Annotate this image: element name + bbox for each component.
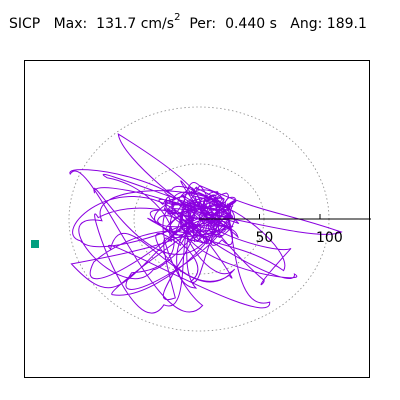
plot-header: SICP Max: 131.7 cm/s2 Per: 0.440 s Ang: … (9, 12, 367, 33)
particle-motion-trace (69, 133, 343, 314)
angle-label: Ang: (290, 16, 323, 32)
period-label: Per: (189, 16, 217, 32)
plot-canvas (68, 106, 371, 332)
angle-value: 189.1 (326, 16, 367, 32)
max-unit-exponent: 2 (174, 12, 181, 23)
axis-ticks (259, 214, 321, 219)
tick-label-100: 100 (316, 230, 343, 246)
period-unit: s (269, 16, 277, 32)
particle-motion-plot: 50 100 (24, 60, 371, 378)
max-label: Max: (53, 16, 88, 32)
direction-marker (31, 240, 39, 248)
component-name: SICP (9, 16, 41, 32)
max-value: 131.7 (96, 16, 137, 32)
period-value: 0.440 (225, 16, 266, 32)
max-unit: cm/s (140, 16, 175, 32)
tick-label-50: 50 (255, 230, 274, 246)
